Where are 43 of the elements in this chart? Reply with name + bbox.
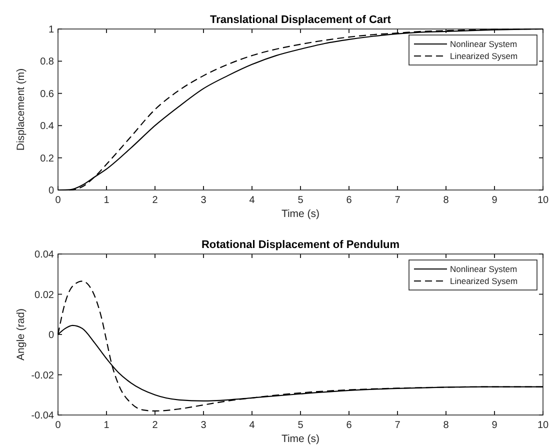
x-tick-label: 5 xyxy=(298,420,304,431)
x-tick-label: 3 xyxy=(200,195,207,206)
chart-title: Rotational Displacement of Pendulum xyxy=(201,239,400,251)
x-tick-label: 9 xyxy=(492,420,498,431)
y-tick-label: 0.04 xyxy=(34,250,54,260)
x-tick-label: 10 xyxy=(537,195,549,206)
legend-label: Linearized Sysem xyxy=(450,51,518,61)
y-tick-label: 0.8 xyxy=(40,56,54,68)
x-tick-label: 6 xyxy=(346,195,352,206)
y-tick-label: -0.02 xyxy=(31,370,54,382)
y-tick-label: 1 xyxy=(48,24,54,36)
y-tick-label: 0.2 xyxy=(40,153,54,164)
legend-label: Linearized Sysem xyxy=(450,276,518,286)
chart-title: Translational Displacement of Cart xyxy=(210,14,392,26)
y-tick-label: -0.04 xyxy=(31,410,54,422)
y-tick-label: 0.02 xyxy=(34,290,54,301)
x-tick-label: 4 xyxy=(249,420,256,431)
x-tick-label: 5 xyxy=(298,195,304,206)
x-tick-label: 1 xyxy=(104,195,110,206)
x-tick-label: 7 xyxy=(394,195,401,206)
y-tick-label: 0.4 xyxy=(40,121,54,132)
y-tick-label: 0 xyxy=(48,330,54,341)
x-tick-label: 8 xyxy=(443,420,450,431)
x-tick-label: 2 xyxy=(152,195,158,206)
legend-label: Nonlinear System xyxy=(450,39,518,49)
x-tick-label: 0 xyxy=(55,195,62,206)
y-axis-title: Angle (rad) xyxy=(15,308,27,360)
x-tick-label: 3 xyxy=(200,420,207,431)
x-tick-label: 7 xyxy=(394,420,401,431)
x-axis-title: Time (s) xyxy=(281,208,320,220)
x-tick-label: 6 xyxy=(346,420,352,431)
y-tick-label: 0 xyxy=(48,186,54,196)
x-tick-label: 0 xyxy=(55,420,62,431)
x-axis-title: Time (s) xyxy=(281,433,320,445)
x-tick-label: 2 xyxy=(152,420,158,431)
y-axis-title: Displacement (m) xyxy=(15,68,27,151)
x-tick-label: 10 xyxy=(537,420,549,431)
x-tick-label: 4 xyxy=(249,195,256,206)
x-tick-label: 9 xyxy=(492,195,498,206)
y-tick-label: 0.6 xyxy=(40,88,54,100)
legend-label: Nonlinear System xyxy=(450,264,518,274)
x-tick-label: 1 xyxy=(104,420,110,431)
x-tick-label: 8 xyxy=(443,195,450,206)
